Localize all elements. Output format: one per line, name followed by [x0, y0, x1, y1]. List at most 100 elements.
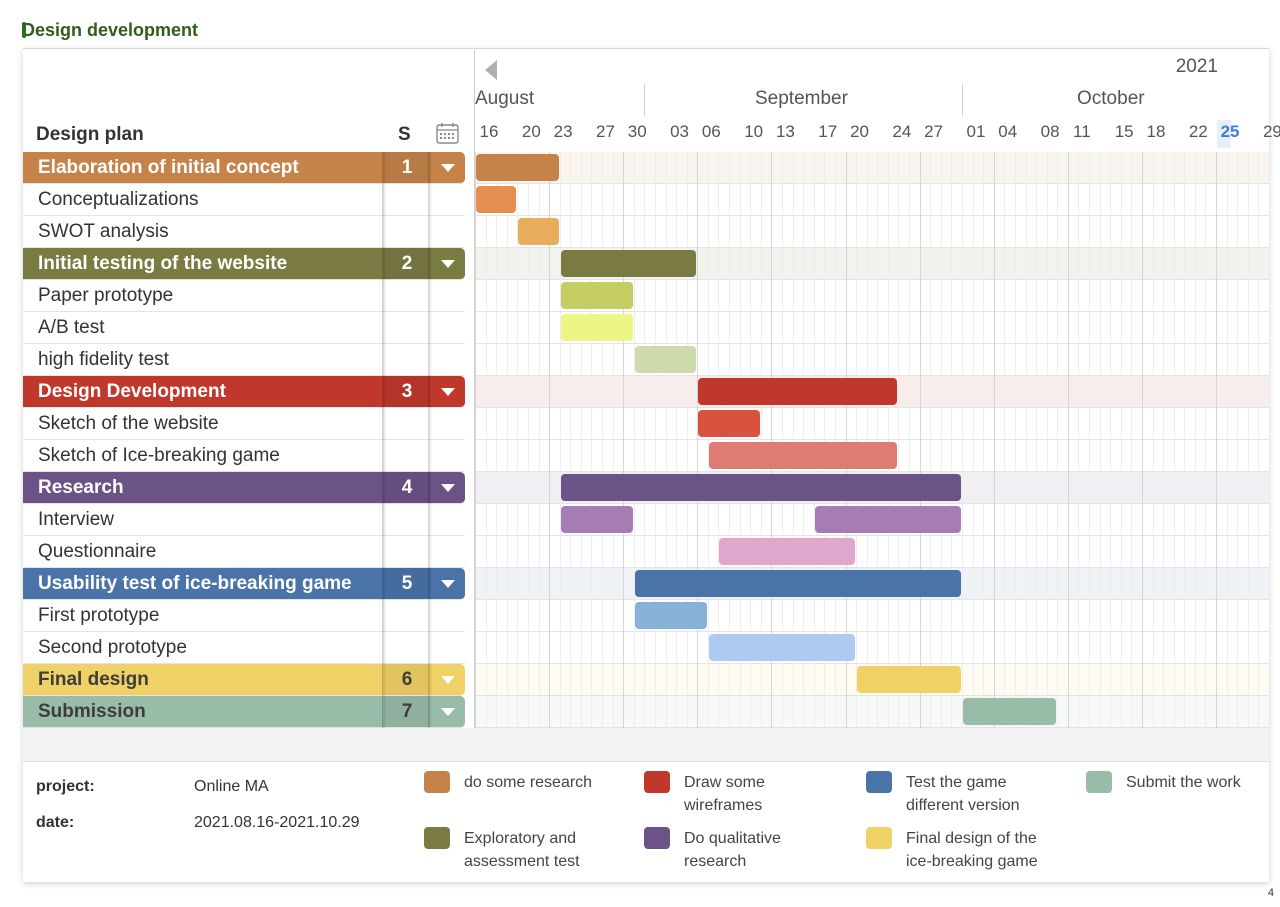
day-tick-label: 10 [744, 122, 764, 141]
day-gridline [538, 152, 540, 728]
row-gridline [475, 695, 1269, 696]
row-gridline [475, 407, 1269, 408]
gantt-bar[interactable] [698, 410, 760, 437]
day-gridline [1163, 152, 1165, 728]
task-row[interactable]: Second prototype [23, 632, 465, 664]
stage-number: 5 [384, 568, 430, 599]
day-gridline [930, 152, 932, 728]
task-row[interactable]: Sketch of Ice-breaking game [23, 440, 465, 472]
task-row[interactable]: Interview [23, 504, 465, 536]
task-group-row[interactable]: Submission 7 [23, 696, 465, 728]
task-row[interactable]: high fidelity test [23, 344, 465, 376]
row-gridline [475, 343, 1269, 344]
legend-label: do some research [464, 774, 593, 791]
task-group-row[interactable]: Design Development 3 [23, 376, 465, 408]
day-tick-label: 20 [850, 122, 869, 141]
gantt-bar[interactable] [476, 154, 559, 181]
task-name: Elaboration of initial concept [38, 157, 299, 178]
gantt-bar[interactable] [560, 474, 961, 501]
gantt-bar[interactable] [634, 602, 707, 629]
task-row[interactable]: First prototype [23, 600, 465, 632]
task-group-row[interactable]: Elaboration of initial concept 1 [23, 152, 465, 184]
legend-swatch [866, 771, 892, 793]
day-gridline [1036, 152, 1038, 728]
legend-label: Draw some wireframes [684, 774, 765, 814]
day-gridline [496, 152, 498, 728]
row-gridline [475, 439, 1269, 440]
collapse-caret-icon[interactable] [430, 376, 465, 407]
task-name: Final design [38, 669, 149, 690]
day-tick-label: 13 [775, 122, 795, 141]
gantt-bar[interactable] [560, 282, 633, 309]
collapse-caret-icon[interactable] [430, 696, 465, 727]
gantt-bar[interactable] [518, 218, 559, 245]
group-band [475, 152, 1269, 184]
gantt-bar[interactable] [708, 634, 856, 661]
task-group-row[interactable]: Research 4 [23, 472, 465, 504]
day-gridline [633, 152, 635, 728]
day-gridline [739, 152, 741, 728]
task-row[interactable]: Sketch of the website [23, 408, 465, 440]
task-name: Conceptualizations [38, 189, 199, 210]
gantt-bar[interactable] [962, 698, 1057, 725]
column-divider [428, 152, 432, 728]
task-row[interactable]: Conceptualizations [23, 184, 465, 216]
gantt-bar[interactable] [634, 346, 697, 373]
task-group-row[interactable]: Initial testing of the website 2 [23, 248, 465, 280]
legend-item: do some research [424, 771, 624, 794]
scroll-left-icon[interactable] [485, 60, 497, 80]
task-row[interactable]: Paper prototype [23, 280, 465, 312]
collapse-caret-icon[interactable] [430, 248, 465, 279]
collapse-caret-icon[interactable] [430, 152, 465, 183]
legend-item: Final design of the ice-breaking game [866, 827, 1066, 873]
gantt-bar[interactable] [698, 378, 898, 405]
gantt-bar[interactable] [719, 538, 856, 565]
task-group-row[interactable]: Final design 6 [23, 664, 465, 696]
stage-number: 6 [384, 664, 430, 695]
column-divider [382, 152, 386, 728]
project-label: project: [36, 778, 95, 795]
legend-swatch [424, 827, 450, 849]
day-gridline [983, 152, 985, 728]
gantt-bar[interactable] [560, 506, 633, 533]
gantt-bar[interactable] [857, 666, 961, 693]
day-tick-label: 29 [1262, 122, 1280, 141]
row-gridline [475, 183, 1269, 184]
legend-label: Final design of the ice-breaking game [906, 830, 1038, 870]
collapse-caret-icon[interactable] [430, 472, 465, 503]
legend-swatch [644, 827, 670, 849]
task-row[interactable]: Questionnaire [23, 536, 465, 568]
collapse-caret-icon[interactable] [430, 568, 465, 599]
stage-number: 1 [384, 152, 430, 183]
row-gridline [475, 663, 1269, 664]
task-row[interactable]: SWOT analysis [23, 216, 465, 248]
legend-item: Test the game different version [866, 771, 1066, 817]
day-gridline [591, 152, 593, 728]
task-name: Paper prototype [38, 285, 174, 306]
month-separator [961, 84, 963, 116]
calendar-icon[interactable] [436, 122, 459, 144]
collapse-caret-icon[interactable] [430, 664, 465, 695]
gantt-bar[interactable] [560, 314, 633, 341]
day-gridline [951, 152, 953, 728]
day-gridline [1057, 152, 1059, 728]
gantt-bar[interactable] [634, 570, 961, 597]
task-group-row[interactable]: Usability test of ice-breaking game 5 [23, 568, 465, 600]
day-gridline [1067, 152, 1069, 728]
day-tick-label: 03 [670, 122, 689, 141]
task-row[interactable]: A/B test [23, 312, 465, 344]
day-gridline [1237, 152, 1239, 728]
row-gridline [475, 375, 1269, 376]
day-gridline [813, 152, 815, 728]
row-gridline [475, 247, 1269, 248]
legend-label: Exploratory and assessment test [464, 830, 580, 870]
day-gridline [729, 152, 731, 728]
task-name: Interview [38, 509, 115, 530]
gantt-bar[interactable] [476, 186, 517, 213]
gantt-bar[interactable] [560, 250, 697, 277]
gantt-bar[interactable] [708, 442, 898, 469]
date-label: date: [36, 814, 75, 831]
gantt-bar[interactable] [814, 506, 961, 533]
day-tick-label: 15 [1114, 122, 1134, 141]
task-name: high fidelity test [38, 349, 169, 370]
